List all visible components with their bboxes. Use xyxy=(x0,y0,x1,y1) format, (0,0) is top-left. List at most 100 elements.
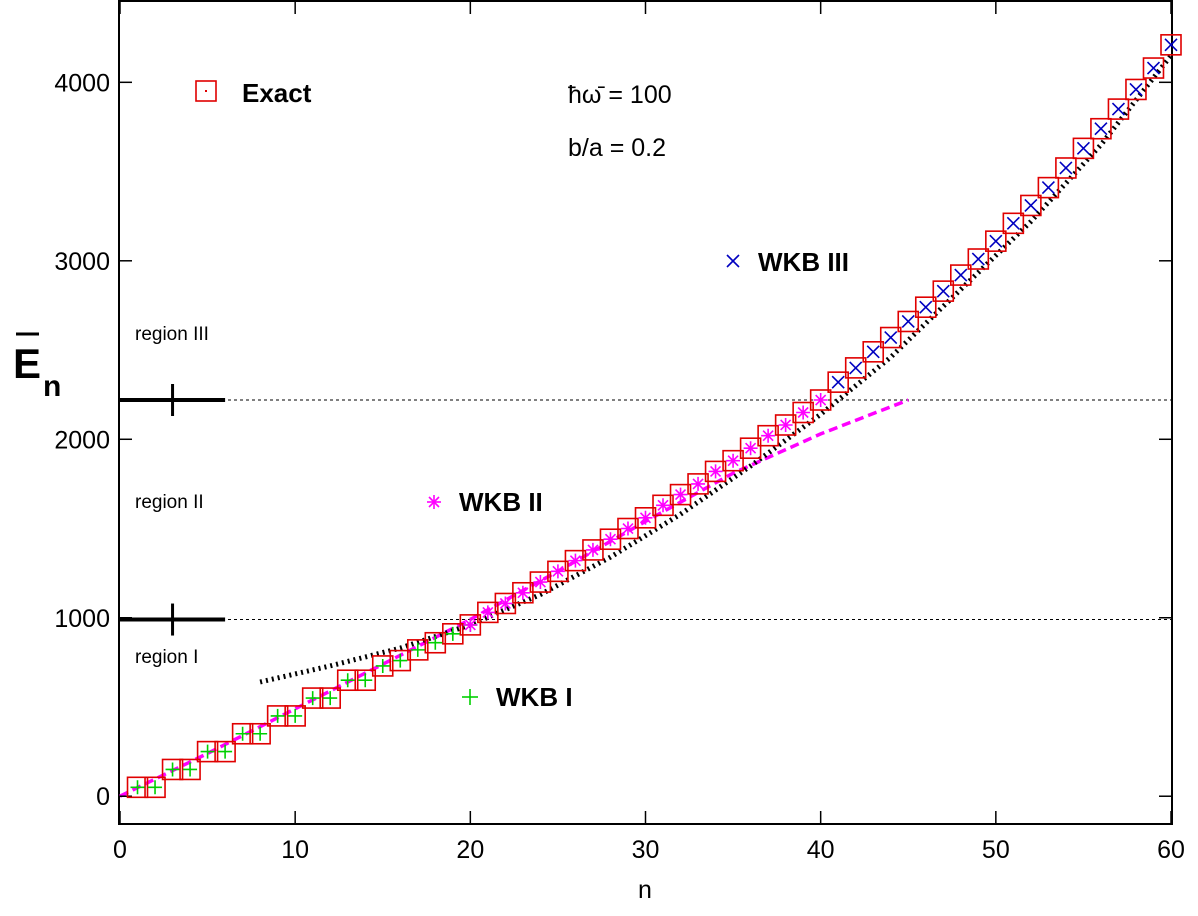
exact-point xyxy=(231,722,254,745)
wkb-ii-point xyxy=(778,417,793,432)
wkb-i-point xyxy=(305,691,320,706)
legend-exact-marker xyxy=(195,80,217,102)
legend-wkb-ii-marker xyxy=(427,495,441,509)
wkb-iii-point xyxy=(1006,216,1020,230)
legend-wkb-i-label: WKB I xyxy=(496,682,573,712)
exact-point xyxy=(862,341,885,363)
exact-point xyxy=(985,230,1007,252)
exact-point xyxy=(196,740,219,763)
wkb-i-point xyxy=(393,653,408,668)
exact-point xyxy=(914,296,937,318)
exact-point xyxy=(126,776,149,799)
x-tick-label: 60 xyxy=(1157,836,1185,864)
exact-point xyxy=(722,449,744,472)
exact-point xyxy=(1055,157,1077,179)
wkb-iii-point xyxy=(936,284,950,298)
wkb-iii-point xyxy=(1111,102,1126,116)
exact-point xyxy=(301,687,324,709)
region-lines xyxy=(120,384,1171,636)
wkb-ii-point xyxy=(620,521,635,536)
wkb-iii-point xyxy=(901,314,915,329)
wkb-ii-point xyxy=(691,476,706,491)
wkb-iii-point xyxy=(849,361,863,375)
exact-point xyxy=(1125,78,1147,101)
legend-wkb-iii-marker xyxy=(726,254,740,268)
wkb-ii-point xyxy=(638,510,653,525)
wkb-i-point xyxy=(218,744,233,759)
x-axis-title: n xyxy=(638,876,652,904)
exact-point xyxy=(1090,117,1112,140)
legend: Exact WKB III WKB II WKB I xyxy=(195,78,849,712)
exact-point xyxy=(336,669,359,692)
wkb-i-point xyxy=(358,673,373,688)
exact-point xyxy=(354,669,377,692)
data-points xyxy=(126,34,1182,799)
wkb-iii-fit-curve xyxy=(259,53,1173,685)
wkb-iii-point xyxy=(884,330,898,345)
wkb-iii-point xyxy=(1059,161,1073,175)
wkb-i-point xyxy=(375,658,390,673)
wkb-ii-point xyxy=(533,575,548,590)
exact-point xyxy=(739,437,762,459)
wkb-i-point xyxy=(270,708,285,723)
wkb-i-point xyxy=(130,780,145,795)
wkb-ii-point xyxy=(603,532,618,547)
wkb-iii-point xyxy=(989,234,1003,248)
wkb-ii-point xyxy=(498,596,513,611)
exact-point xyxy=(634,507,657,529)
wkb-ii-point xyxy=(761,428,776,443)
wkb-i-point xyxy=(410,642,425,657)
wkb-ii-point xyxy=(813,393,828,408)
region-label-2: region II xyxy=(135,492,204,513)
wkb-ii-point xyxy=(673,487,688,502)
y-tick-label: 1000 xyxy=(54,605,110,633)
exact-point xyxy=(792,401,814,424)
wkb-i-point xyxy=(148,780,163,795)
region-label-3: region III xyxy=(135,324,209,345)
exact-point xyxy=(1037,176,1060,199)
wkb-i-point xyxy=(235,726,250,741)
x-tick-label: 0 xyxy=(113,836,127,864)
exact-point xyxy=(827,371,849,393)
wkb-i-point xyxy=(340,673,355,688)
wkb-ii-point xyxy=(708,464,723,479)
wkb-i-point xyxy=(428,635,443,650)
wkb-iii-point xyxy=(1024,198,1038,213)
wkb-i-point xyxy=(445,626,460,641)
exact-point xyxy=(1142,57,1165,79)
exact-point xyxy=(442,623,464,645)
wkb-iii-point xyxy=(1146,61,1161,75)
exact-point xyxy=(1020,194,1042,217)
wkb-ii-point xyxy=(568,553,583,568)
x-tick-label: 30 xyxy=(632,836,660,864)
plot-frame xyxy=(118,0,1173,825)
y-axis-title: E n xyxy=(13,332,61,403)
wkb-ii-point xyxy=(726,453,741,468)
x-tick-label: 50 xyxy=(982,836,1010,864)
wkb-i-point xyxy=(288,708,303,723)
y-tick-label: 3000 xyxy=(54,248,110,276)
exact-point xyxy=(214,740,236,763)
wkb-ii-point xyxy=(550,564,565,579)
exact-point xyxy=(266,705,289,727)
wkb-iii-point xyxy=(1129,82,1143,97)
exact-point xyxy=(1072,137,1095,160)
exact-point xyxy=(406,639,429,661)
exact-point xyxy=(809,389,832,411)
exact-point xyxy=(161,758,184,781)
legend-wkb-i-marker xyxy=(462,689,478,705)
legend-wkb-iii-label: WKB III xyxy=(758,247,849,277)
exact-point xyxy=(897,310,920,333)
y-tick-label: 0 xyxy=(96,783,110,811)
wkb-ii-point xyxy=(515,585,530,600)
wkb-iii-point xyxy=(1164,38,1178,52)
exact-point xyxy=(932,280,955,302)
wkb-ii-point xyxy=(743,441,758,456)
wkb-ii-point xyxy=(585,542,600,557)
legend-exact-marker-dot xyxy=(205,90,207,92)
wkb-iii-point xyxy=(1094,122,1108,136)
exact-point xyxy=(879,326,902,349)
wkb-i-point xyxy=(183,762,198,777)
parameter-b-over-a: b/a = 0.2 xyxy=(568,134,666,162)
